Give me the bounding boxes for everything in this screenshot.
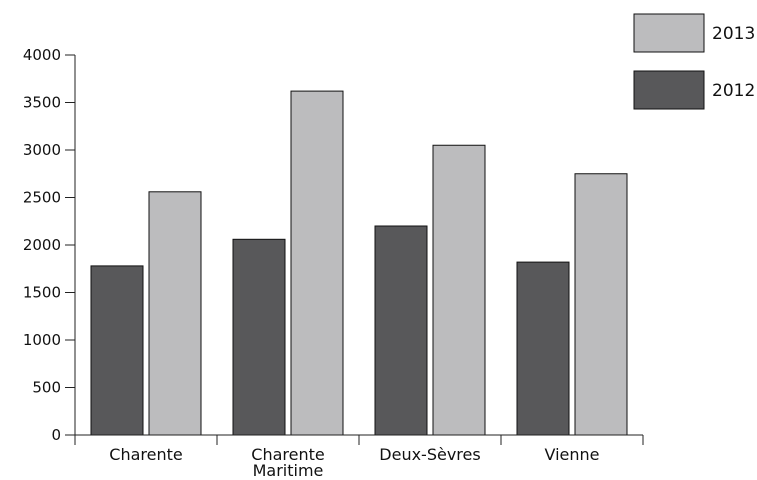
bar-2013-2 xyxy=(432,144,486,436)
bars-group xyxy=(90,90,628,436)
bar-2012-1 xyxy=(232,238,286,436)
y-tick-label: 1500 xyxy=(23,284,61,302)
y-tick-label: 2000 xyxy=(23,236,61,254)
legend: 2013 2012 xyxy=(633,13,755,110)
legend-swatch-2012 xyxy=(633,70,705,110)
y-tick-label: 4000 xyxy=(23,46,61,64)
x-category-label: Vienne xyxy=(544,445,599,464)
y-tick-label: 3500 xyxy=(23,94,61,112)
legend-label-2013: 2013 xyxy=(712,24,755,44)
bar-2012-3 xyxy=(516,261,570,436)
bar-2013-0 xyxy=(148,191,202,436)
bar-2013-3 xyxy=(574,173,628,436)
x-ticks-group: Charente Charente Maritime Deux-Sèvres Vienn… xyxy=(74,435,644,480)
bar-2013-1 xyxy=(290,90,344,436)
x-category-label: Deux-Sèvres xyxy=(379,445,480,464)
legend-label-2012: 2012 xyxy=(712,81,755,101)
y-tick-label: 3000 xyxy=(23,141,61,159)
y-tick-label: 1000 xyxy=(23,331,61,349)
y-tick-label: 2500 xyxy=(23,189,61,207)
bar-2012-0 xyxy=(90,265,144,436)
bar-2012-2 xyxy=(374,225,428,436)
y-ticks-group: 0 500 1000 1500 2000 2500 3000 3500 4000 xyxy=(23,46,75,444)
y-tick-label: 0 xyxy=(51,426,61,444)
y-tick-label: 500 xyxy=(32,379,61,397)
x-category-label: Charente xyxy=(109,445,182,464)
legend-swatch-2013 xyxy=(633,13,705,53)
x-category-label: Charente Maritime xyxy=(251,445,324,480)
